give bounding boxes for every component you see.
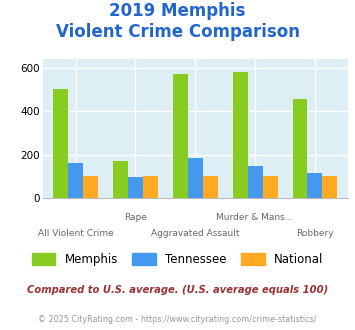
Bar [188, 157, 203, 198]
Text: Violent Crime Comparison: Violent Crime Comparison [55, 23, 300, 41]
Bar [128, 177, 143, 198]
Text: All Violent Crime: All Violent Crime [38, 229, 113, 238]
Bar [68, 163, 83, 198]
Bar [143, 176, 158, 198]
Bar [203, 176, 218, 198]
Bar [83, 176, 98, 198]
Bar [233, 72, 248, 198]
Bar [173, 74, 188, 198]
Text: Compared to U.S. average. (U.S. average equals 100): Compared to U.S. average. (U.S. average … [27, 285, 328, 295]
Text: 2019 Memphis: 2019 Memphis [109, 2, 246, 20]
Bar [248, 166, 263, 198]
Legend: Memphis, Tennessee, National: Memphis, Tennessee, National [27, 248, 328, 271]
Text: Murder & Mans...: Murder & Mans... [217, 213, 294, 222]
Bar [113, 160, 128, 198]
Text: Rape: Rape [124, 213, 147, 222]
Bar [293, 99, 307, 198]
Bar [263, 176, 278, 198]
Bar [53, 89, 68, 198]
Text: Aggravated Assault: Aggravated Assault [151, 229, 240, 238]
Bar [307, 173, 322, 198]
Text: © 2025 CityRating.com - https://www.cityrating.com/crime-statistics/: © 2025 CityRating.com - https://www.city… [38, 315, 317, 324]
Text: Robbery: Robbery [296, 229, 334, 238]
Bar [322, 176, 337, 198]
